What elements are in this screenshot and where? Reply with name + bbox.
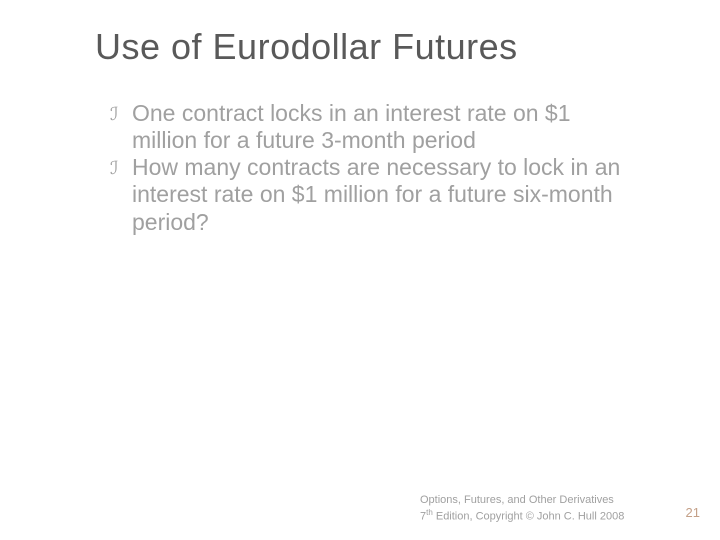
bullet-item: ℐ One contract locks in an interest rate… xyxy=(110,100,630,154)
bullet-marker-icon: ℐ xyxy=(110,104,118,125)
attribution-ordinal: th xyxy=(426,508,433,517)
slide-body: ℐ One contract locks in an interest rate… xyxy=(110,100,630,236)
page-number: 21 xyxy=(686,505,700,520)
bullet-text: How many contracts are necessary to lock… xyxy=(132,154,620,234)
attribution-rest: Edition, Copyright © John C. Hull 2008 xyxy=(433,510,625,522)
slide: Use of Eurodollar Futures ℐ One contract… xyxy=(0,0,720,540)
bullet-text: One contract locks in an interest rate o… xyxy=(132,100,571,153)
bullet-item: ℐ How many contracts are necessary to lo… xyxy=(110,154,630,235)
slide-title: Use of Eurodollar Futures xyxy=(95,26,518,68)
bullet-marker-icon: ℐ xyxy=(110,158,118,179)
attribution-line1: Options, Futures, and Other Derivatives xyxy=(420,494,614,506)
attribution-text: Options, Futures, and Other Derivatives … xyxy=(420,494,640,524)
